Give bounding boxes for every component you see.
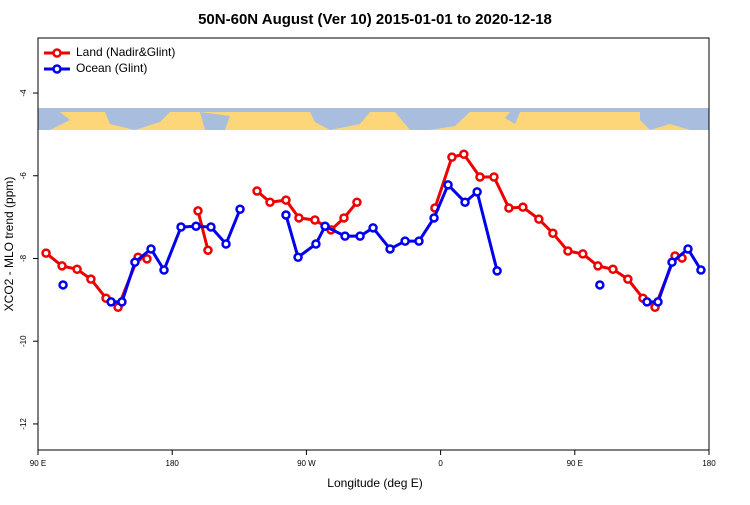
- x-tick-label: 180: [702, 459, 716, 468]
- point: [459, 149, 469, 159]
- point: [696, 265, 706, 275]
- point: [310, 215, 320, 225]
- point: [475, 172, 485, 182]
- map-ocean: [38, 108, 709, 112]
- point: [460, 197, 470, 207]
- point: [176, 222, 186, 232]
- x-tick-label: 90 E: [30, 459, 46, 468]
- point: [489, 172, 499, 182]
- point: [400, 236, 410, 246]
- point: [193, 206, 203, 216]
- point: [447, 152, 457, 162]
- y-axis-label: XCO2 - MLO trend (ppm): [2, 177, 16, 312]
- y-tick-label: -6: [19, 172, 28, 180]
- x-tick-label: 180: [166, 459, 180, 468]
- point: [352, 197, 362, 207]
- point: [265, 197, 275, 207]
- point: [492, 266, 502, 276]
- point: [548, 228, 558, 238]
- x-tick-label: 0: [438, 459, 443, 468]
- point: [642, 297, 652, 307]
- series-line: [45, 152, 683, 310]
- point: [203, 245, 213, 255]
- point: [320, 221, 330, 231]
- point: [429, 213, 439, 223]
- point: [504, 203, 514, 213]
- point: [595, 280, 605, 290]
- point: [41, 248, 51, 258]
- point: [683, 244, 693, 254]
- point: [72, 264, 82, 274]
- point: [385, 244, 395, 254]
- y-tick-label: -8: [19, 254, 28, 262]
- point: [235, 204, 245, 215]
- point: [653, 297, 663, 307]
- point: [221, 239, 231, 249]
- point: [281, 195, 291, 205]
- point: [130, 257, 140, 267]
- legend-label: Ocean (Glint): [76, 61, 147, 75]
- point: [57, 261, 67, 271]
- point: [472, 187, 482, 197]
- point: [159, 265, 169, 275]
- point: [623, 274, 633, 284]
- point: [339, 213, 349, 223]
- y-tick-label: -4: [19, 89, 28, 97]
- point: [518, 202, 528, 212]
- point: [58, 280, 68, 290]
- point: [106, 297, 116, 307]
- map-ocean: [38, 112, 709, 130]
- point: [355, 231, 365, 241]
- point: [252, 186, 262, 196]
- point: [340, 231, 350, 241]
- legend-label: Land (Nadir&Glint): [76, 45, 175, 59]
- point: [311, 239, 321, 249]
- point: [414, 236, 424, 246]
- point: [368, 223, 378, 233]
- map-band: [38, 108, 709, 130]
- legend-marker: [52, 64, 62, 74]
- point: [578, 249, 588, 259]
- point: [534, 214, 544, 224]
- chart-title: 50N-60N August (Ver 10) 2015-01-01 to 20…: [198, 11, 552, 28]
- point: [593, 261, 603, 271]
- point: [563, 246, 573, 256]
- point: [146, 244, 156, 254]
- point: [293, 252, 303, 262]
- point: [117, 297, 127, 307]
- point: [142, 254, 152, 264]
- y-tick-label: -12: [19, 418, 28, 430]
- point: [281, 210, 291, 220]
- x-axis-label: Longitude (deg E): [327, 476, 422, 490]
- point: [191, 221, 201, 231]
- point: [443, 180, 453, 190]
- point: [608, 264, 618, 274]
- point: [667, 257, 677, 267]
- y-tick-label: -10: [19, 335, 28, 347]
- point: [206, 222, 216, 232]
- plot-frame: [37, 37, 710, 451]
- point: [86, 274, 96, 284]
- legend-marker: [52, 48, 62, 58]
- point: [294, 213, 304, 223]
- x-tick-label: 90 E: [567, 459, 583, 468]
- x-tick-label: 90 W: [297, 459, 316, 468]
